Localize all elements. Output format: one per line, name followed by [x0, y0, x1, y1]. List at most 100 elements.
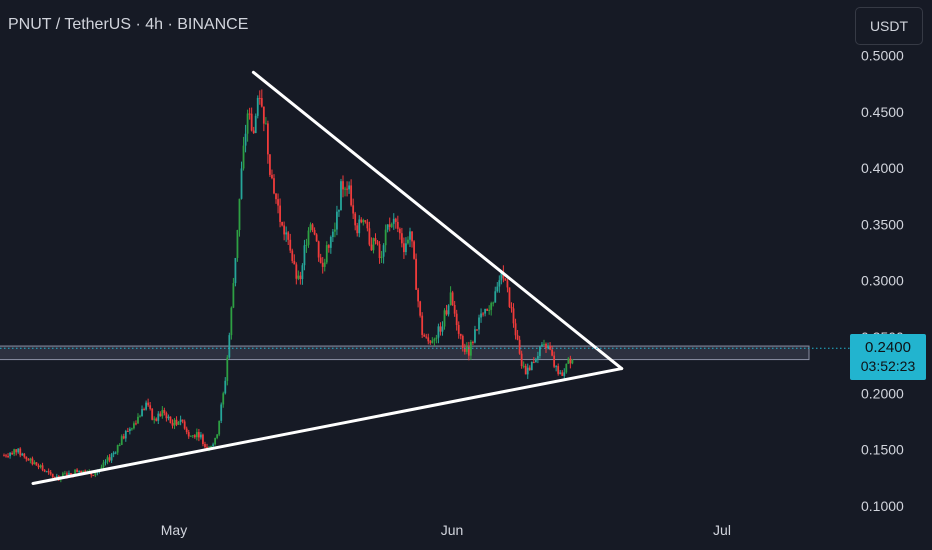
y-tick-label: 0.4500	[861, 104, 904, 120]
candle	[388, 217, 391, 232]
y-tick-label: 0.2000	[861, 385, 904, 401]
candle	[512, 303, 515, 328]
candle	[403, 237, 405, 259]
candle	[94, 472, 97, 478]
candle	[43, 469, 46, 473]
candle	[518, 335, 521, 355]
candle	[275, 193, 277, 204]
candle	[256, 95, 259, 119]
candle	[327, 244, 330, 253]
candle	[482, 312, 484, 317]
currency-button[interactable]: USDT	[855, 7, 923, 45]
candle	[311, 223, 314, 233]
candle	[338, 209, 340, 217]
candle	[33, 460, 36, 465]
candle	[354, 211, 357, 231]
candle	[185, 426, 188, 435]
candle	[333, 222, 336, 238]
candle	[356, 222, 359, 237]
candle	[457, 321, 460, 339]
candle	[277, 193, 279, 214]
candle	[151, 407, 154, 421]
candle	[360, 217, 363, 224]
candle	[431, 337, 434, 344]
candle	[285, 226, 288, 242]
candle	[348, 181, 350, 194]
candle	[189, 435, 192, 437]
candle	[297, 270, 300, 281]
candle	[80, 470, 83, 473]
candle	[7, 453, 9, 459]
candle	[557, 363, 560, 376]
candle	[128, 427, 131, 435]
candle	[476, 329, 478, 332]
candle	[443, 308, 446, 330]
candle	[461, 334, 464, 352]
candle	[344, 186, 346, 197]
candle	[130, 427, 133, 431]
candle	[287, 231, 290, 245]
candle	[248, 107, 251, 120]
candle	[472, 340, 474, 345]
candle	[64, 470, 66, 475]
candle	[321, 257, 324, 274]
candle	[364, 220, 367, 224]
candle	[368, 221, 371, 247]
candle	[319, 253, 322, 264]
candle	[110, 452, 113, 463]
candle	[41, 462, 44, 472]
candle	[504, 278, 507, 281]
candle	[9, 452, 11, 459]
candle	[78, 470, 81, 474]
candle	[380, 250, 383, 264]
candle	[262, 106, 265, 132]
candle	[112, 451, 115, 458]
candle	[413, 240, 415, 260]
candle	[362, 218, 365, 226]
candle	[447, 304, 450, 317]
candle	[47, 468, 50, 475]
candle	[299, 271, 302, 285]
candle	[163, 407, 166, 416]
candle	[425, 333, 428, 339]
candle	[191, 435, 194, 439]
candle	[204, 441, 206, 449]
candle	[451, 290, 454, 306]
candle	[534, 357, 537, 363]
trendline-ascending[interactable]	[31, 367, 624, 485]
candle	[260, 89, 263, 108]
candle	[114, 451, 117, 455]
candle	[173, 418, 176, 430]
candle	[506, 278, 509, 293]
candle	[181, 419, 184, 424]
candle	[340, 178, 342, 211]
candle	[346, 181, 348, 197]
candle	[187, 429, 190, 439]
y-tick-label: 0.1500	[861, 442, 904, 458]
candle	[104, 459, 107, 466]
candle	[494, 286, 497, 303]
y-tick-label: 0.3000	[861, 273, 904, 289]
candle	[526, 363, 529, 379]
candle	[449, 286, 452, 306]
candle	[236, 229, 239, 262]
candle	[372, 237, 375, 254]
candle	[376, 240, 379, 246]
trendline-descending[interactable]	[251, 70, 624, 371]
candle	[309, 222, 312, 233]
candle	[108, 454, 111, 463]
candle	[358, 215, 361, 238]
candle	[366, 219, 369, 232]
candle	[102, 459, 105, 469]
candle	[453, 300, 456, 317]
candle	[305, 238, 308, 253]
candle	[435, 334, 438, 344]
candle	[405, 237, 407, 256]
candle	[126, 427, 129, 433]
last-price-label: 0.2400	[865, 339, 911, 356]
candle	[498, 275, 501, 293]
candle	[31, 456, 34, 466]
y-tick-label: 0.1000	[861, 498, 904, 514]
